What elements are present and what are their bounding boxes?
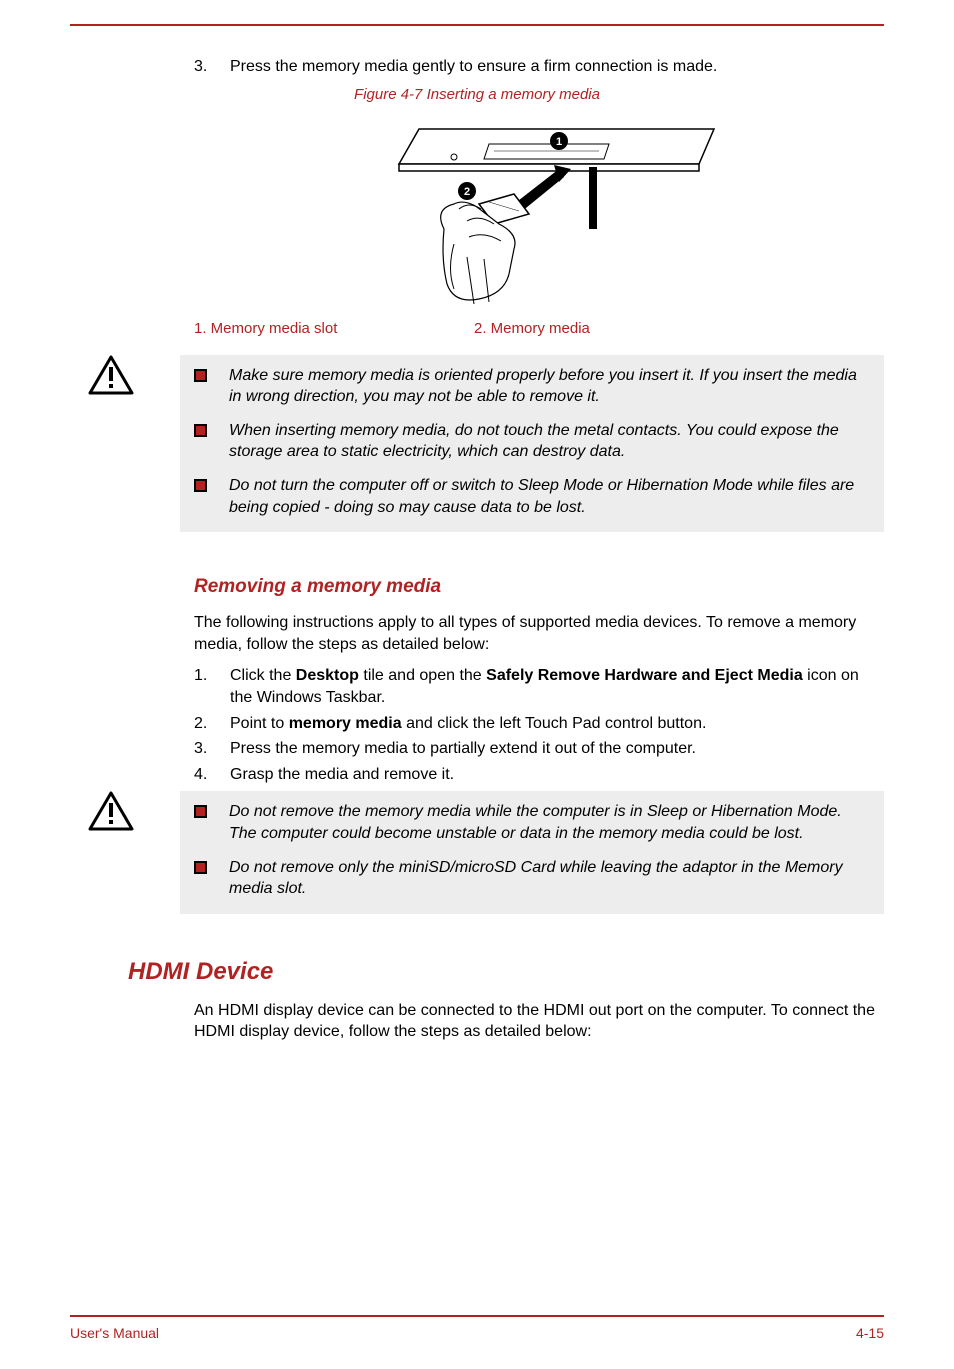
removing-heading: Removing a memory media [194,576,884,598]
hdmi-text: An HDMI display device can be connected … [194,1000,884,1043]
warning-icon [70,791,180,913]
warning-icon [70,355,180,533]
rs1-b1: memory media [289,715,402,732]
rstep-2-num: 2. [194,713,230,735]
warning-body-1: Make sure memory media is oriented prope… [180,355,884,533]
removing-steps: 1. Click the Desktop tile and open the S… [194,665,884,785]
rstep-4: 4. Grasp the media and remove it. [194,764,884,786]
legend-1: 1. Memory media slot [194,320,474,337]
warn1-text-2: When inserting memory media, do not touc… [229,420,870,463]
warning-block-2: Do not remove the memory media while the… [70,791,884,913]
rstep-1: 1. Click the Desktop tile and open the S… [194,665,884,708]
removing-intro: The following instructions apply to all … [194,612,884,655]
bullet-icon [194,861,207,874]
step-3-num: 3. [194,56,230,78]
step-3: 3. Press the memory media gently to ensu… [194,56,884,78]
svg-text:1: 1 [556,136,562,148]
rs1-pre: Point to [230,715,289,732]
figure-legend: 1. Memory media slot 2. Memory media [194,320,884,337]
footer-left: User's Manual [70,1325,159,1341]
top-divider [70,24,884,26]
warning-body-2: Do not remove the memory media while the… [180,791,884,913]
hdmi-heading: HDMI Device [128,958,884,986]
warning-block-1: Make sure memory media is oriented prope… [70,355,884,533]
rs0-b2: Safely Remove Hardware and Eject Media [486,667,803,684]
warn2-item-2: Do not remove only the miniSD/microSD Ca… [194,857,870,900]
legend-2: 2. Memory media [474,320,590,337]
rstep-3-text: Press the memory media to partially exte… [230,738,884,760]
figure-4-7: 1 2 [194,109,884,314]
bullet-icon [194,479,207,492]
rstep-3-num: 3. [194,738,230,760]
figure-caption: Figure 4-7 Inserting a memory media [70,86,884,103]
warn1-text-1: Make sure memory media is oriented prope… [229,365,870,408]
warn2-item-1: Do not remove the memory media while the… [194,801,870,844]
svg-text:2: 2 [464,186,470,198]
warn2-text-1: Do not remove the memory media while the… [229,801,870,844]
rs0-pre: Click the [230,667,296,684]
warn1-item-2: When inserting memory media, do not touc… [194,420,870,463]
page-content: 3. Press the memory media gently to ensu… [70,56,884,1043]
warn1-item-1: Make sure memory media is oriented prope… [194,365,870,408]
rstep-2-text: Point to memory media and click the left… [230,713,884,735]
rstep-1-text: Click the Desktop tile and open the Safe… [230,665,884,708]
step-3-text: Press the memory media gently to ensure … [230,56,884,78]
rs1-mid: and click the left Touch Pad control but… [402,715,707,732]
rs0-mid: tile and open the [359,667,486,684]
warn2-text-2: Do not remove only the miniSD/microSD Ca… [229,857,870,900]
rstep-1-num: 1. [194,665,230,708]
page-footer: User's Manual 4-15 [70,1315,884,1341]
bullet-icon [194,369,207,382]
warn1-text-3: Do not turn the computer off or switch t… [229,475,870,518]
rs0-b1: Desktop [296,667,359,684]
footer-right: 4-15 [856,1325,884,1341]
rstep-3: 3. Press the memory media to partially e… [194,738,884,760]
rstep-2: 2. Point to memory media and click the l… [194,713,884,735]
rstep-4-num: 4. [194,764,230,786]
warn1-item-3: Do not turn the computer off or switch t… [194,475,870,518]
rstep-4-text: Grasp the media and remove it. [230,764,884,786]
bullet-icon [194,805,207,818]
bullet-icon [194,424,207,437]
